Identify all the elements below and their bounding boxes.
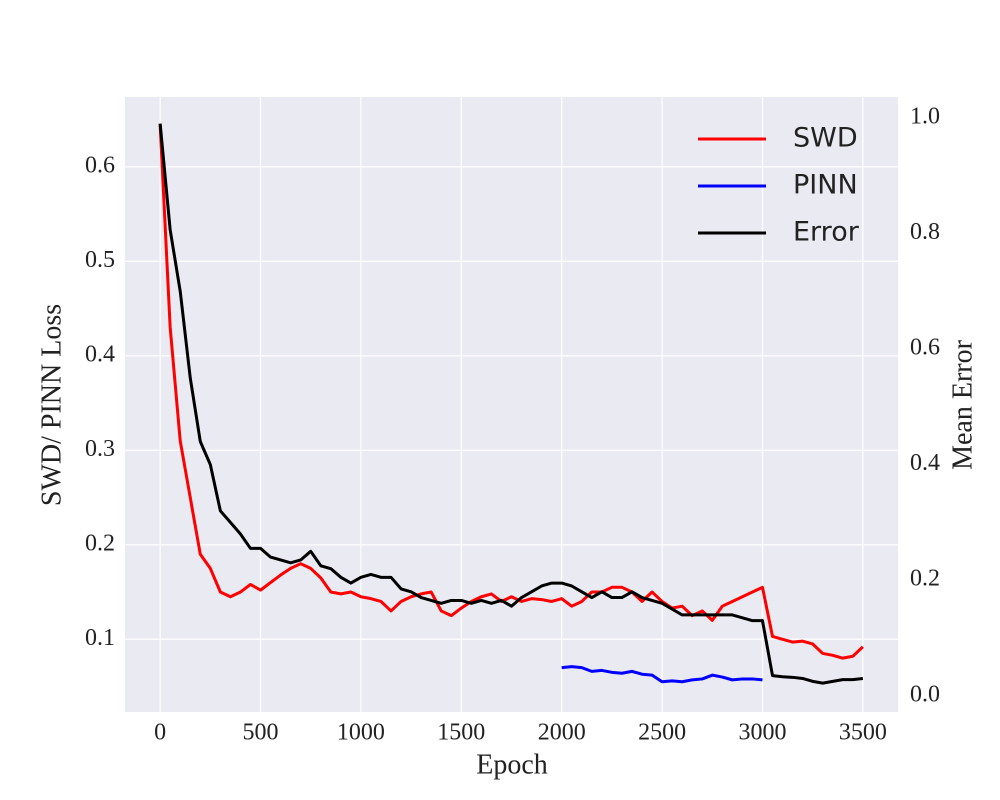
y2-tick-label: 0.6: [910, 335, 940, 361]
series-line: [158, 124, 864, 660]
y-tick-label: 0.1: [85, 625, 115, 651]
x-tick-label: 0: [154, 720, 166, 746]
plot-area: [125, 97, 898, 712]
legend: SWD PINN Error: [698, 123, 860, 248]
legend-label: Error: [793, 217, 860, 248]
x-tick-label: 500: [243, 720, 279, 746]
legend-label: PINN: [793, 170, 858, 201]
y-tick-label: 0.3: [85, 436, 115, 462]
legend-label: SWD: [793, 123, 858, 154]
y-axis-label: SWD/ PINN Loss: [36, 304, 67, 506]
y-tick-label: 0.2: [85, 530, 115, 556]
x-tick-label: 2500: [638, 720, 686, 746]
lines: [158, 123, 864, 685]
y2-tick-label: 0.2: [910, 566, 940, 592]
x-tick-label: 1500: [437, 720, 485, 746]
y2-tick-label: 0.4: [910, 450, 940, 476]
series-line: [158, 123, 864, 685]
y2-axis-label: Mean Error: [947, 339, 978, 470]
series-line: [561, 665, 763, 684]
x-tick-label: 2000: [538, 720, 586, 746]
y-tick-label: 0.6: [85, 152, 115, 178]
y-tick-label: 0.4: [85, 341, 115, 367]
grid: [125, 97, 898, 712]
x-tick-label: 3000: [738, 720, 786, 746]
y2-tick-label: 0.8: [910, 219, 940, 245]
x-axis-label: Epoch: [476, 749, 548, 780]
y-tick-label: 0.5: [85, 247, 115, 273]
y2-tick-label: 1.0: [910, 103, 940, 129]
x-tick-label: 3500: [839, 720, 887, 746]
y2-tick-label: 0.0: [910, 681, 940, 707]
x-tick-label: 1000: [337, 720, 385, 746]
